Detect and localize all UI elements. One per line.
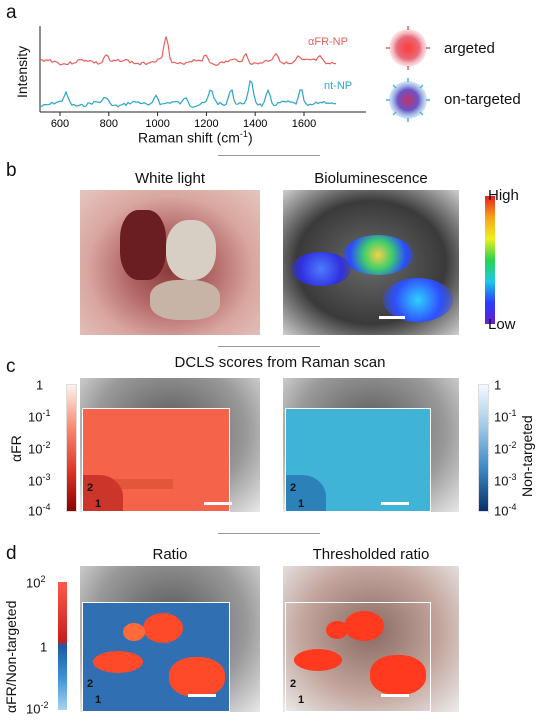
series-label-nt-np: nt-NP [324,80,353,92]
region-label-2: 2 [87,678,94,690]
afr-tick: 10-2 [28,440,51,457]
nontargeted-dcls-map-background: 2 1 [283,378,459,512]
bioluminescence-image [283,190,459,335]
legend-targeted-label: argeted [444,40,495,57]
afr-dcls-map [82,408,230,512]
thresholded-ratio-title: Thresholded ratio [312,546,430,563]
nt-np-spectrum [39,79,337,108]
panel-d-label: d [6,543,17,564]
colorbar-low-label: Low [488,316,516,333]
region-label-1: 1 [95,498,102,510]
scale-bar [379,316,405,319]
series-label-afr-np: αFR-NP [308,36,348,48]
ratio-axis-label: αFR/Non-targeted [3,600,19,713]
x-tick-label: 800 [100,118,118,130]
x-tick-label: 1000 [145,118,169,130]
raman-spectra-plot: 600 800 1000 1200 1400 1600 [39,26,366,130]
ratio-tick: 1 [40,639,48,655]
non-targeted-nanoparticle-icon [389,81,427,119]
white-light-image [80,190,260,335]
nontargeted-dcls-map [285,408,431,512]
nontargeted-tick: 10-3 [494,472,517,489]
afr-tick: 10-3 [28,472,51,489]
thresholded-ratio-map-background: 2 1 [283,566,459,712]
scale-bar [188,694,216,697]
nontargeted-axis-label: Non-targeted [519,415,535,497]
ratio-map-background: 2 1 [80,566,260,712]
x-tick-label: 600 [51,118,69,130]
ratio-tick: 102 [26,574,46,591]
region-label-1: 1 [298,694,305,706]
x-tick-label: 1400 [243,118,267,130]
afr-np-spectrum [39,36,337,66]
ratio-title: Ratio [152,546,188,563]
afr-tick: 10-4 [28,502,51,519]
targeted-nanoparticle-icon [389,29,427,67]
afr-axis-label: αFR [8,435,24,462]
x-tick-label: 1600 [292,118,316,130]
panel-b-label: b [6,160,17,181]
separator-cd [218,533,320,534]
region-label-1: 1 [298,498,305,510]
nanoparticle-icons [386,26,430,122]
bioluminescence-colorbar [485,196,495,324]
nontargeted-tick: 10-2 [494,440,517,457]
legend-non-targeted-label: on-targeted [444,91,521,108]
nontargeted-tick: 10-4 [494,502,517,519]
white-light-title: White light [134,170,206,187]
afr-colorbar [66,384,77,512]
separator-bc [218,346,320,347]
region-label-1: 1 [95,694,102,706]
scale-bar [381,502,409,505]
region-label-2: 2 [290,482,297,494]
afr-tick: 10-1 [28,408,51,425]
x-tick-label: 1200 [194,118,218,130]
panel-c-label: c [6,356,16,377]
ratio-colorbar [58,582,67,710]
nontargeted-colorbar [478,384,489,512]
nontargeted-tick: 1 [494,377,502,393]
region-label-2: 2 [290,678,297,690]
thresholded-ratio-map [285,602,431,712]
scale-bar [381,694,409,697]
ratio-tick: 10-2 [26,700,49,717]
raman-shift-axis-label: Raman shift (cm-1) [138,129,253,146]
panel-a-label: a [6,2,17,23]
nontargeted-tick: 10-1 [494,408,517,425]
afr-tick: 1 [36,377,44,393]
region-label-2: 2 [87,482,94,494]
dcls-title: DCLS scores from Raman scan [174,354,386,371]
bioluminescence-title: Bioluminescence [314,170,428,187]
scale-bar [204,502,232,505]
colorbar-high-label: High [488,187,519,204]
intensity-axis-label: Intensity [14,45,30,98]
separator-ab [218,155,320,156]
afr-dcls-map-background: 2 1 [80,378,260,512]
ratio-map [82,602,230,712]
